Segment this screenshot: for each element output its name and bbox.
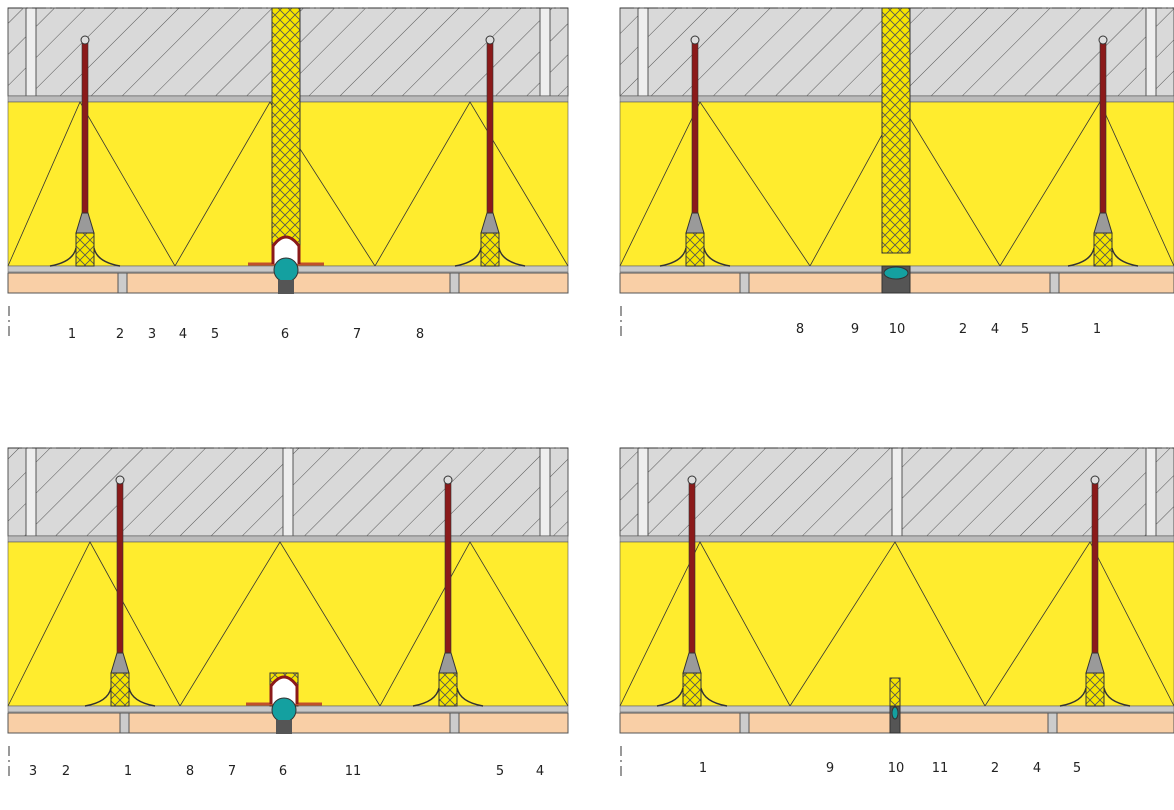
callout-number: 7 bbox=[228, 764, 236, 779]
insulation-strip bbox=[272, 8, 300, 248]
callout-number: 9 bbox=[826, 761, 834, 776]
backer-rod bbox=[892, 707, 898, 719]
callout-number: 11 bbox=[345, 764, 362, 779]
callout-number: 1 bbox=[699, 761, 707, 776]
anchor-head bbox=[691, 36, 699, 44]
callout-number: 8 bbox=[796, 322, 804, 337]
callout-number: 6 bbox=[279, 764, 287, 779]
board-joint bbox=[450, 713, 459, 733]
concrete-joint bbox=[540, 8, 550, 96]
concrete-joint bbox=[638, 448, 648, 536]
anchor-rod bbox=[1092, 480, 1098, 670]
anchor-head bbox=[1099, 36, 1107, 44]
board-joint bbox=[118, 273, 127, 293]
callout-number: 6 bbox=[281, 327, 289, 342]
adhesive-layer bbox=[8, 536, 568, 542]
callout-number: 2 bbox=[62, 764, 70, 779]
callout-number: 3 bbox=[29, 764, 37, 779]
insulation-strip bbox=[882, 8, 910, 253]
anchor-head bbox=[486, 36, 494, 44]
callout-number: 5 bbox=[1021, 322, 1029, 337]
callout-number: 2 bbox=[116, 327, 124, 342]
anchor-rod bbox=[445, 480, 451, 670]
anchor-rod bbox=[82, 40, 88, 230]
concrete-joint bbox=[1146, 8, 1156, 96]
anchor-head bbox=[116, 476, 124, 484]
concrete-joint bbox=[283, 448, 293, 536]
anchor-rod bbox=[487, 40, 493, 230]
anchor-sleeve bbox=[439, 673, 457, 706]
backer-rod bbox=[272, 698, 296, 722]
concrete-joint bbox=[1146, 448, 1156, 536]
joint-fill bbox=[276, 720, 292, 734]
board-joint bbox=[450, 273, 459, 293]
board-joint bbox=[740, 273, 749, 293]
adhesive-layer bbox=[620, 536, 1174, 542]
anchor-sleeve bbox=[1086, 673, 1104, 706]
anchor-sleeve bbox=[1094, 233, 1112, 266]
callout-number: 7 bbox=[353, 327, 361, 342]
callout-number: 8 bbox=[416, 327, 424, 342]
callout-number: 2 bbox=[991, 761, 999, 776]
callout-number: 10 bbox=[889, 322, 906, 337]
concrete-joint bbox=[892, 448, 902, 536]
anchor-head bbox=[444, 476, 452, 484]
anchor-rod bbox=[1100, 40, 1106, 230]
joint-fill bbox=[278, 280, 294, 294]
backer-rod bbox=[884, 267, 908, 279]
callout-number: 2 bbox=[959, 322, 967, 337]
anchor-rod bbox=[692, 40, 698, 230]
callout-number: 5 bbox=[1073, 761, 1081, 776]
callout-number: 5 bbox=[496, 764, 504, 779]
callout-number: 4 bbox=[991, 322, 999, 337]
board-joint bbox=[120, 713, 129, 733]
anchor-sleeve bbox=[111, 673, 129, 706]
board-joint bbox=[1048, 713, 1057, 733]
diagram: 1 2 3 4 5 6 7 8 8 9 10 2 4 5 1 3 2 1 8 7 6 11 5 4 1 9 10 11 2 4 5 bbox=[0, 0, 1174, 810]
board-joint bbox=[1050, 273, 1059, 293]
board-joint bbox=[740, 713, 749, 733]
callout-number: 4 bbox=[179, 327, 187, 342]
anchor-sleeve bbox=[686, 233, 704, 266]
anchor-sleeve bbox=[481, 233, 499, 266]
anchor-head bbox=[688, 476, 696, 484]
insulation-strip bbox=[890, 678, 900, 706]
callout-number: 10 bbox=[888, 761, 905, 776]
backer-rod bbox=[274, 258, 298, 282]
callout-number: 1 bbox=[68, 327, 76, 342]
anchor-head bbox=[81, 36, 89, 44]
callout-number: 8 bbox=[186, 764, 194, 779]
anchor-rod bbox=[689, 480, 695, 670]
callout-number: 4 bbox=[536, 764, 544, 779]
callout-number: 11 bbox=[932, 761, 949, 776]
concrete-joint bbox=[26, 8, 36, 96]
callout-number: 1 bbox=[124, 764, 132, 779]
callout-number: 3 bbox=[148, 327, 156, 342]
callout-number: 4 bbox=[1033, 761, 1041, 776]
anchor-head bbox=[1091, 476, 1099, 484]
anchor-sleeve bbox=[683, 673, 701, 706]
anchor-sleeve bbox=[76, 233, 94, 266]
concrete-joint bbox=[540, 448, 550, 536]
callout-number: 5 bbox=[211, 327, 219, 342]
callout-number: 1 bbox=[1093, 322, 1101, 337]
callout-number: 9 bbox=[851, 322, 859, 337]
anchor-rod bbox=[117, 480, 123, 670]
concrete-joint bbox=[26, 448, 36, 536]
concrete-joint bbox=[638, 8, 648, 96]
